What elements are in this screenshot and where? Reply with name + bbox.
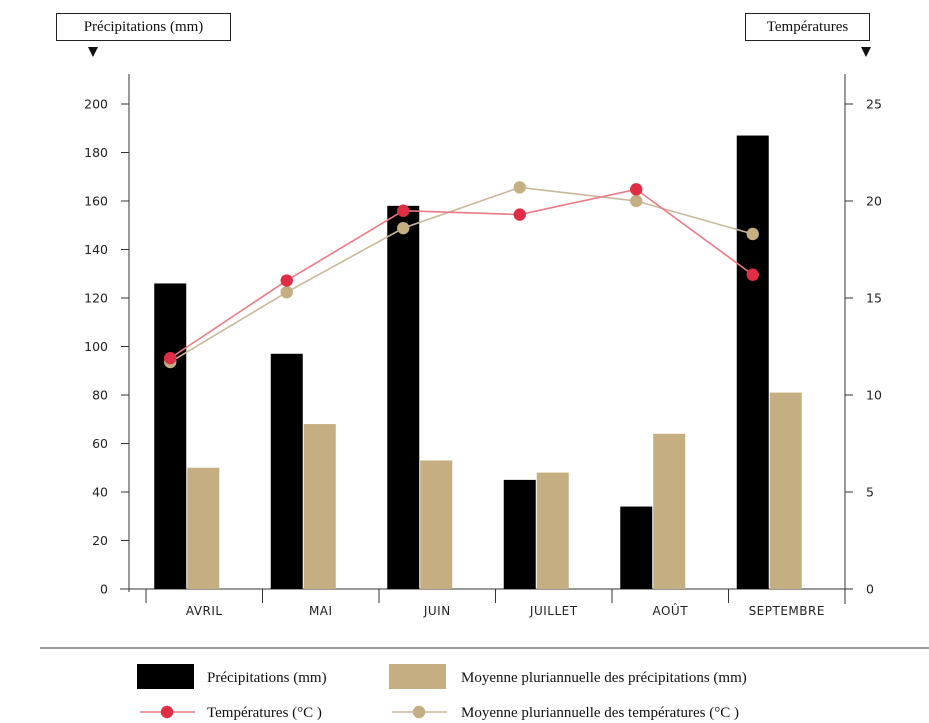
right-tick-label: 20 xyxy=(866,194,882,209)
avg-temperature-point xyxy=(397,221,410,235)
right-tick-label: 5 xyxy=(866,485,874,500)
category-label: SEPTEMBRE xyxy=(749,604,825,618)
left-tick-label: 140 xyxy=(84,242,108,257)
left-tick-label: 120 xyxy=(84,291,108,306)
left-tick-label: 0 xyxy=(100,582,108,597)
avg-temperature-point xyxy=(513,181,526,194)
legend-swatch-precipitation xyxy=(137,664,194,689)
temperature-point xyxy=(397,204,410,217)
right-tick-label: 0 xyxy=(866,582,874,597)
right-axis-pointer xyxy=(861,47,871,57)
avg-temperature-point xyxy=(746,227,759,241)
legend: Précipitations (mm) Moyenne pluriannuelle… xyxy=(40,647,929,721)
category-label: AVRIL xyxy=(186,604,223,618)
axes: 0 20 40 60 80 100 120 140 160 180 200 0 5 10 15 20 25 AVR… xyxy=(84,47,882,618)
legend-marker-avg-temperature xyxy=(412,705,426,719)
left-tick-label: 80 xyxy=(92,388,108,403)
temperature-point xyxy=(630,183,643,196)
right-tick-label: 15 xyxy=(866,291,882,306)
avg-precipitation-bar xyxy=(187,467,220,589)
left-tick-label: 200 xyxy=(84,97,108,112)
left-axis-title: Précipitations (mm) xyxy=(56,13,231,41)
category-label: AOÛT xyxy=(652,603,688,618)
avg-precipitation-bar xyxy=(769,392,802,589)
precipitation-bar xyxy=(620,506,653,589)
left-tick-label: 100 xyxy=(84,339,108,354)
bars xyxy=(154,135,802,589)
temperature-line xyxy=(169,188,754,359)
precipitation-bar xyxy=(154,283,187,589)
category-label: JUILLET xyxy=(529,604,578,618)
precipitation-bar xyxy=(387,205,420,589)
category-label: MAI xyxy=(309,604,333,618)
left-tick-label: 180 xyxy=(84,145,108,160)
category-label: JUIN xyxy=(423,604,451,618)
temperature-point xyxy=(746,268,759,281)
temperature-point xyxy=(513,208,526,221)
avg-precipitation-bar xyxy=(303,424,336,589)
avg-temperature-line xyxy=(169,186,753,363)
legend-label-precipitation: Précipitations (mm) xyxy=(207,670,327,686)
legend-label-avg-temperature: Moyenne pluriannuelle des températures (… xyxy=(461,705,739,721)
left-tick-label: 160 xyxy=(84,194,108,209)
precipitation-bar xyxy=(270,353,303,589)
precipitation-bar xyxy=(736,135,769,589)
left-tick-label: 20 xyxy=(92,533,108,548)
avg-temperature-point xyxy=(280,285,293,299)
left-axis-pointer xyxy=(88,47,98,57)
legend-label-avg-precipitation: Moyenne pluriannuelle des précipitations… xyxy=(461,670,747,686)
temperature-point xyxy=(280,274,293,287)
legend-marker-temperature xyxy=(160,705,174,719)
avg-precipitation-bar xyxy=(536,472,569,589)
legend-label-temperature: Températures (°C ) xyxy=(207,705,322,721)
precipitation-bar xyxy=(503,479,536,589)
legend-swatch-avg-precipitation xyxy=(389,664,446,689)
left-tick-label: 40 xyxy=(92,485,108,500)
left-tick-label: 60 xyxy=(92,436,108,451)
right-tick-label: 25 xyxy=(866,97,882,112)
lines xyxy=(164,181,759,369)
avg-precipitation-bar xyxy=(653,433,686,589)
avg-temperature-point xyxy=(630,194,643,208)
right-tick-label: 10 xyxy=(866,388,882,403)
avg-precipitation-bar xyxy=(420,460,453,589)
right-axis-title: Températures xyxy=(745,13,870,41)
temperature-point xyxy=(164,351,177,365)
